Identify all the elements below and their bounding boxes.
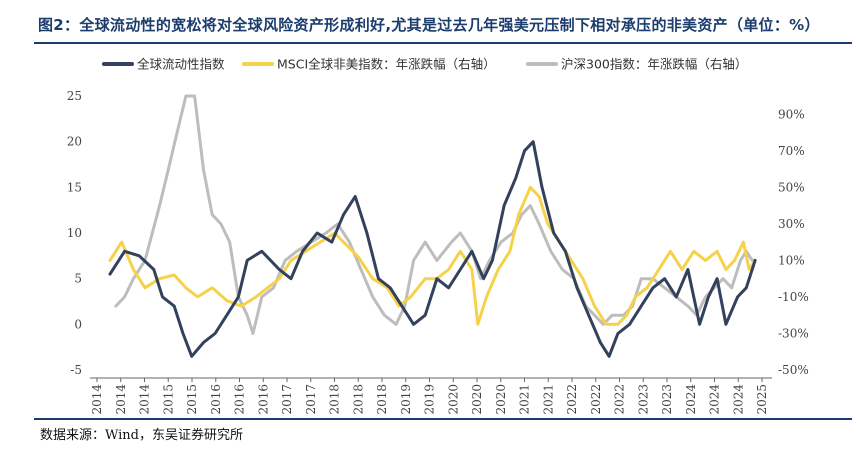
x-axis-tick-label: 2019 — [399, 384, 413, 415]
x-axis-tick-label: 2024 — [731, 384, 745, 415]
x-axis-tick-label: 2023 — [636, 384, 650, 415]
x-axis-tick-label: 2016 — [209, 384, 223, 415]
data-source: 数据来源：Wind，东吴证券研究所 — [40, 428, 243, 443]
x-axis-tick-label: 2020 — [494, 384, 508, 415]
left-axis-tick-label: 25 — [67, 89, 82, 103]
x-axis-tick-label: 2020 — [446, 384, 460, 415]
legend-label-1: MSCI全球非美指数：年涨跌幅（右轴） — [277, 57, 496, 72]
x-axis-tick-label: 2025 — [755, 384, 769, 415]
right-axis-tick-label: 10% — [778, 253, 805, 267]
left-axis-tick-label: 0 — [74, 317, 82, 331]
chart: 全球流动性指数 MSCI全球非美指数：年涨跌幅（右轴） 沪深300指数：年涨跌幅（右… — [67, 57, 809, 415]
series-line-2 — [114, 94, 757, 335]
x-axis-tick-label: 2016 — [256, 384, 270, 415]
x-axis-tick-label: 2021 — [518, 384, 532, 415]
left-axis-tick-label: 20 — [67, 135, 82, 149]
footer-divider — [34, 418, 852, 420]
x-axis-tick-label: 2018 — [328, 384, 342, 415]
right-axis-tick-label: 30% — [778, 217, 805, 231]
chart-legend: 全球流动性指数 MSCI全球非美指数：年涨跌幅（右轴） 沪深300指数：年涨跌幅（右… — [102, 57, 747, 72]
x-axis-tick-label: 2014 — [138, 384, 152, 415]
right-axis-tick-label: -50% — [778, 363, 809, 377]
series-line-0 — [108, 140, 757, 358]
x-axis-tick-label: 2015 — [161, 384, 175, 415]
x-axis-tick-label: 2022 — [589, 384, 603, 415]
x-axis-tick-label: 2021 — [541, 384, 555, 415]
x-axis-tick-label: 2017 — [304, 384, 318, 415]
x-axis-tick-label: 2023 — [660, 384, 674, 415]
right-axis-tick-label: -10% — [778, 290, 809, 304]
legend-label-0: 全球流动性指数 — [137, 57, 225, 72]
left-axis: -5 0 5 10 15 20 25 — [67, 89, 82, 377]
title-divider — [34, 42, 852, 44]
left-axis-tick-label: 10 — [67, 226, 82, 240]
x-axis-tick-label: 2022 — [613, 384, 627, 415]
x-axis-tick-label: 2019 — [423, 384, 437, 415]
x-axis-tick-label: 2014 — [90, 384, 104, 415]
legend-label-2: 沪深300指数：年涨跌幅（右轴） — [561, 57, 747, 72]
x-axis-tick-label: 2018 — [351, 384, 365, 415]
x-axis-tick-label: 2024 — [708, 384, 722, 415]
x-axis-tick-label: 2018 — [375, 384, 389, 415]
x-axis-tick-label: 2016 — [233, 384, 247, 415]
right-axis-tick-label: -30% — [778, 326, 809, 340]
left-axis-tick-label: 15 — [67, 180, 82, 194]
right-axis: -50% -30% -10% 10% 30% 50% 70% 90% — [778, 107, 809, 377]
x-axis-tick-label: 2020 — [470, 384, 484, 415]
x-axis-tick-label: 2017 — [280, 384, 294, 415]
series-layer — [108, 94, 757, 358]
x-axis-tick-label: 2014 — [114, 384, 128, 415]
series-line-1 — [108, 185, 757, 326]
page-title: 图2：全球流动性的宽松将对全球风险资产形成利好,尤其是过去几年强美元压制下相对承… — [38, 16, 820, 34]
left-axis-tick-label: -5 — [70, 363, 82, 377]
x-axis-tick-label: 2015 — [185, 384, 199, 415]
right-axis-tick-label: 90% — [778, 107, 805, 121]
x-axis: 2014 2014 2014 2015 2015 2016 2016 2016 2017 2017… — [90, 377, 772, 415]
left-axis-tick-label: 5 — [74, 272, 82, 286]
x-axis-tick-label: 2024 — [684, 384, 698, 415]
right-axis-tick-label: 50% — [778, 180, 805, 194]
right-axis-tick-label: 70% — [778, 144, 805, 158]
x-axis-tick-label: 2022 — [565, 384, 579, 415]
